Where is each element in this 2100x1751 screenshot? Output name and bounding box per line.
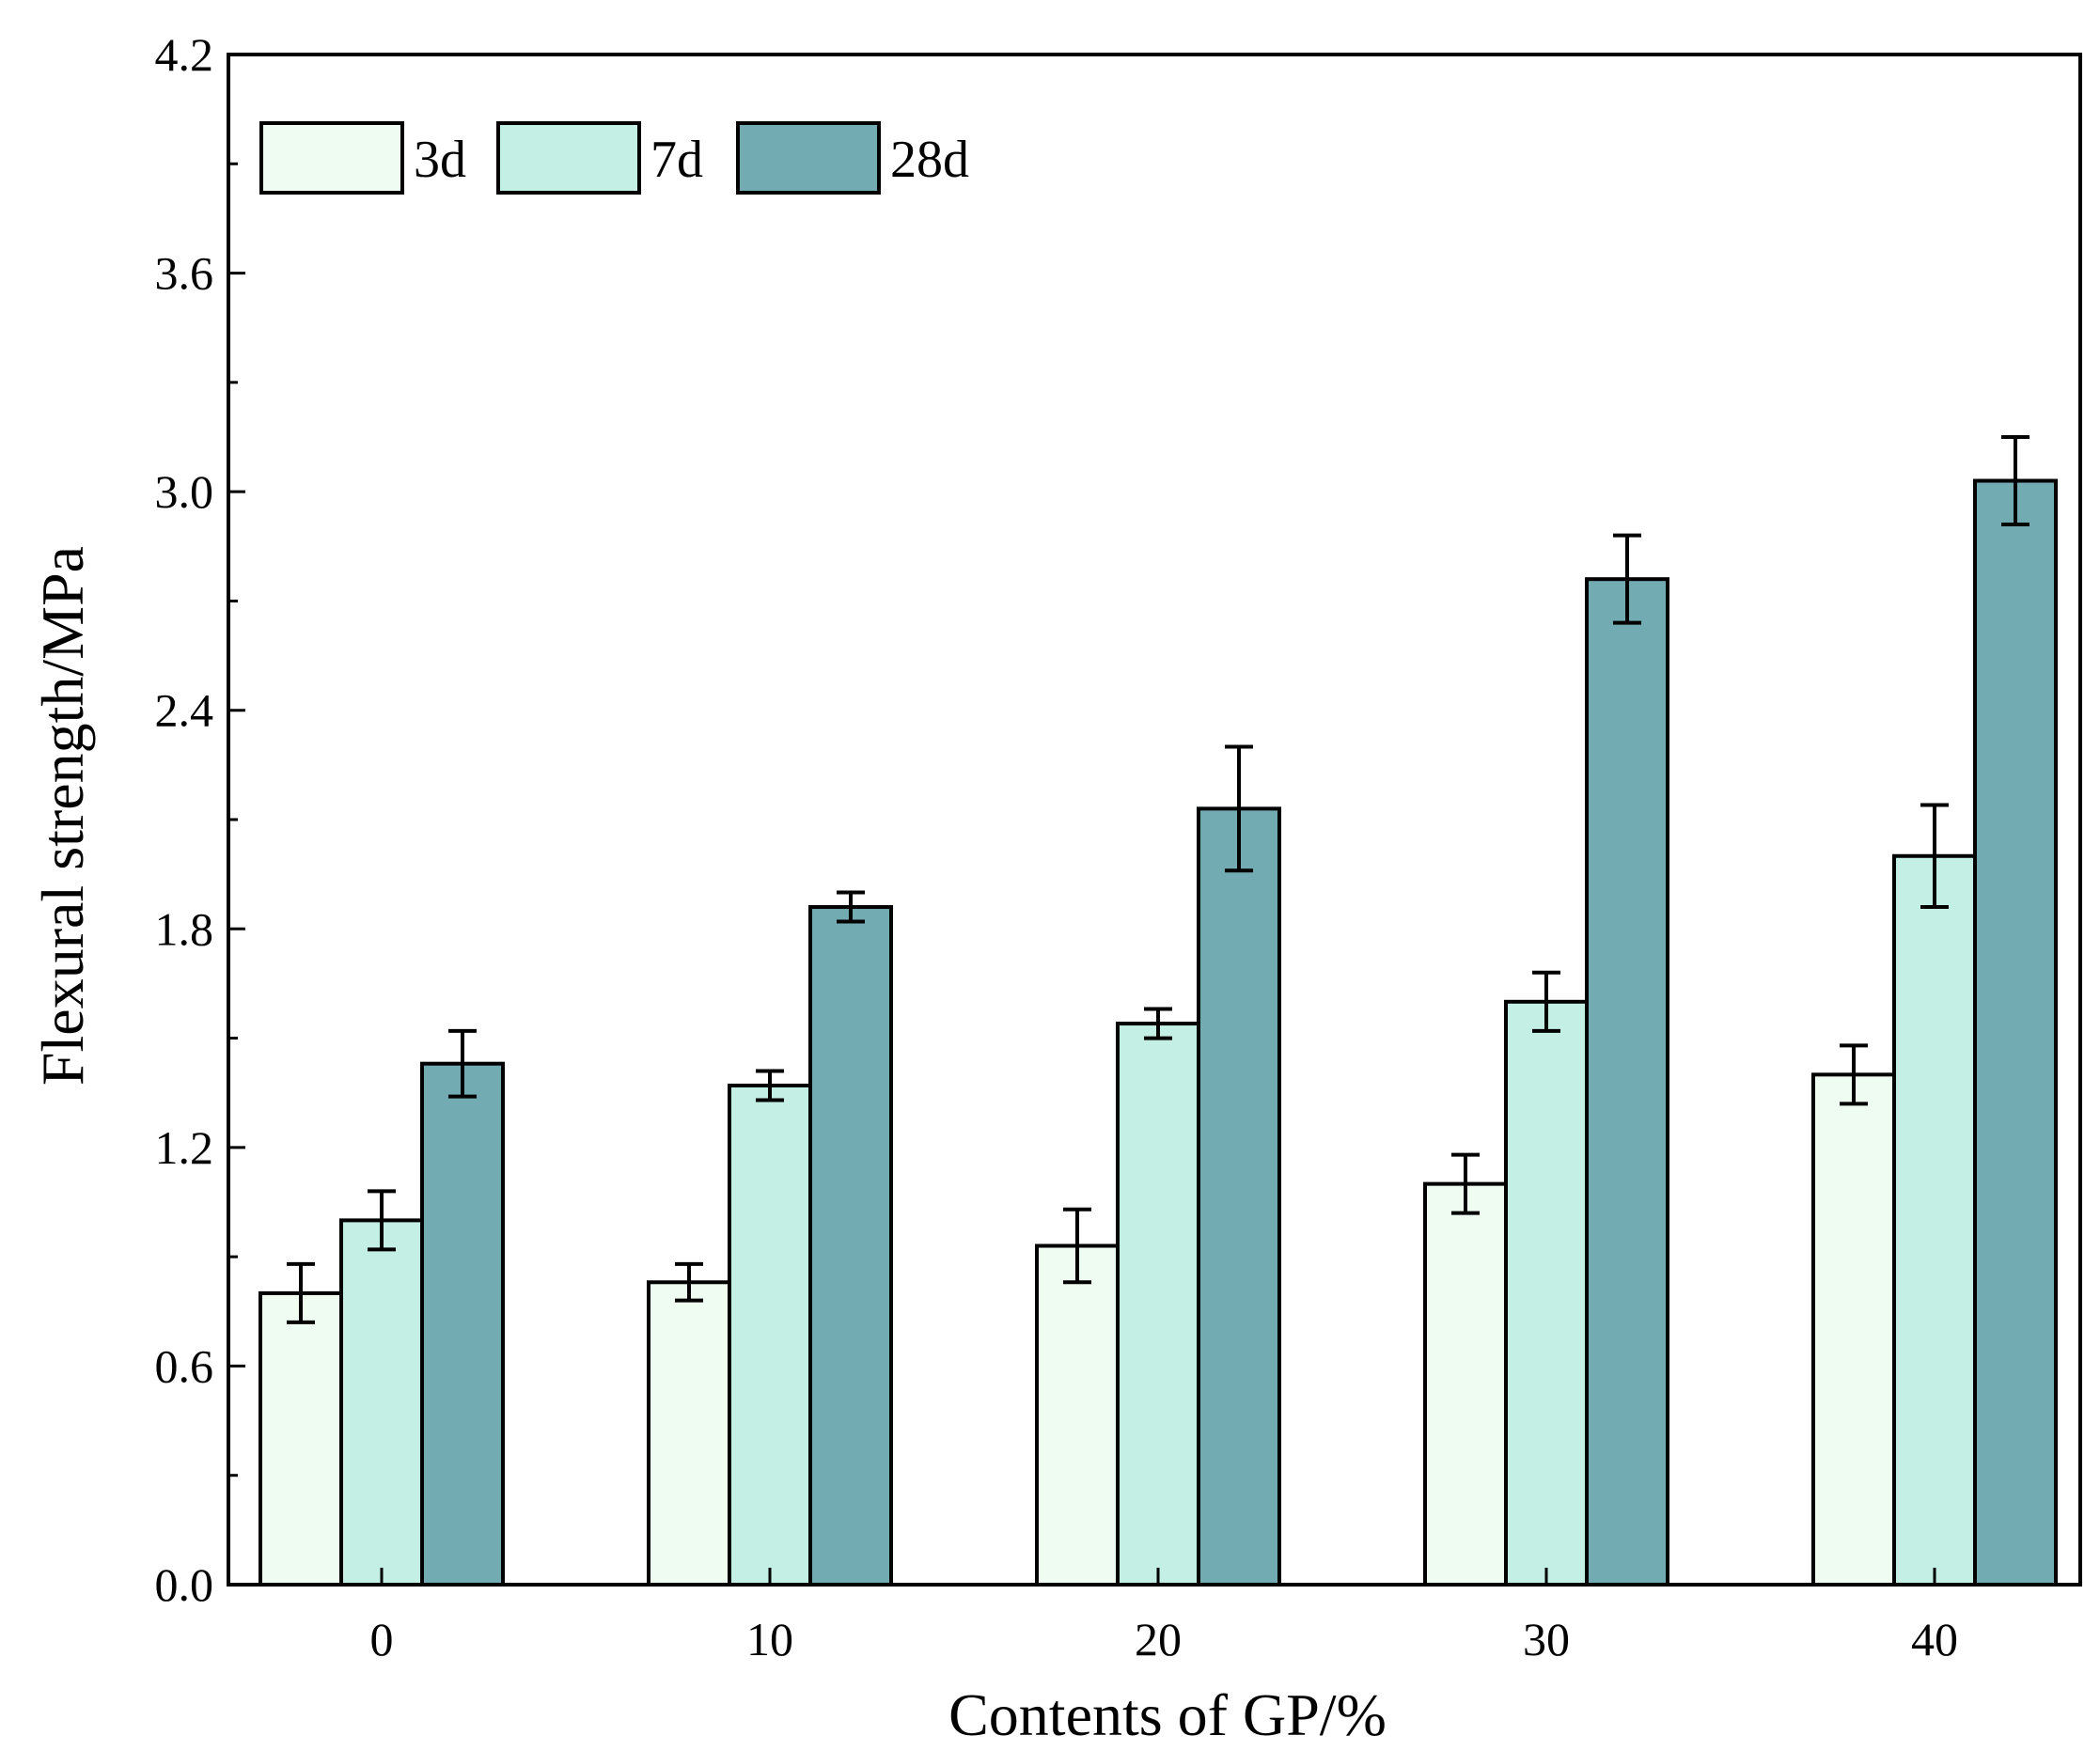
- y-tick-label: 4.2: [155, 28, 214, 81]
- legend-swatch-7d: [496, 121, 641, 195]
- x-tick-label: 20: [1135, 1613, 1182, 1665]
- y-axis-title-group: Flexural strength/MPa: [29, 546, 96, 1086]
- bar-7d-0: [339, 1218, 424, 1587]
- bar-28d-20: [1197, 806, 1281, 1587]
- legend-label-3d: 3d: [414, 131, 466, 189]
- legend-swatch-28d: [736, 121, 881, 195]
- bar-28d-0: [420, 1061, 505, 1587]
- legend-label-7d: 7d: [650, 131, 703, 189]
- bar-3d-0: [259, 1290, 343, 1587]
- x-tick-label: 30: [1523, 1613, 1570, 1665]
- y-tick-label: 3.6: [155, 247, 214, 300]
- y-tick-label: 0.6: [155, 1339, 214, 1392]
- bar-7d-30: [1504, 999, 1589, 1587]
- x-tick-label: 0: [370, 1613, 394, 1665]
- bar-3d-30: [1423, 1181, 1508, 1587]
- x-axis-title: Contents of GP/%: [948, 1681, 1387, 1748]
- legend-label-28d: 28d: [890, 131, 969, 189]
- bar-28d-30: [1585, 577, 1669, 1587]
- legend: 3d 7d 28d: [259, 121, 969, 195]
- x-tick-label: 10: [746, 1613, 793, 1665]
- bar-7d-40: [1892, 853, 1977, 1587]
- y-tick-label: 3.0: [155, 465, 214, 518]
- bar-3d-40: [1811, 1072, 1896, 1587]
- y-tick-label: 0.0: [155, 1558, 214, 1611]
- plot-area: 0.00.61.21.82.43.03.64.201020304050: [155, 28, 2082, 1665]
- bar-28d-40: [1973, 478, 2058, 1587]
- legend-swatch-3d: [259, 121, 404, 195]
- y-tick-label: 1.2: [155, 1121, 214, 1174]
- x-tick-label: 40: [1911, 1613, 1958, 1665]
- bar-7d-10: [728, 1083, 812, 1587]
- y-tick-label: 1.8: [155, 902, 214, 955]
- bar-3d-20: [1035, 1243, 1120, 1587]
- bar-7d-20: [1116, 1022, 1200, 1587]
- bar-28d-10: [808, 905, 893, 1587]
- bar-3d-10: [647, 1280, 731, 1587]
- y-tick-label: 2.4: [155, 684, 214, 737]
- y-axis-title: Flexural strength/MPa: [29, 546, 96, 1086]
